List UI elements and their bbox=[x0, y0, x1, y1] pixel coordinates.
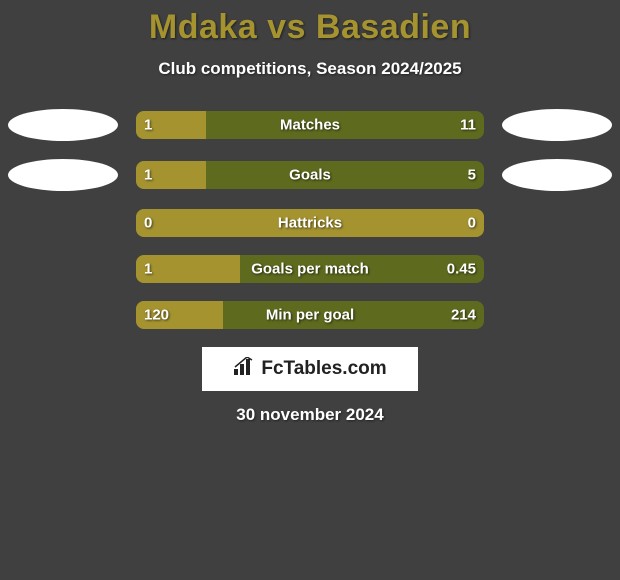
stat-bar: 1 Matches 11 bbox=[136, 111, 484, 139]
right-logo-oval bbox=[502, 109, 612, 141]
stat-rows: 1Matches111Goals50Hattricks01Goals per m… bbox=[0, 109, 620, 329]
stat-bar: 1 Goals per match 0.45 bbox=[136, 255, 484, 283]
stat-row: 0 Hattricks 0 bbox=[0, 209, 620, 237]
left-logo-oval bbox=[8, 109, 118, 141]
left-logo-oval bbox=[8, 159, 118, 191]
brand-box[interactable]: FcTables.com bbox=[202, 347, 418, 391]
comparison-container: Mdaka vs Basadien Club competitions, Sea… bbox=[0, 0, 620, 425]
stat-label: Goals bbox=[289, 167, 331, 184]
stat-row: 120 Min per goal 214 bbox=[0, 301, 620, 329]
bar-chart-icon bbox=[233, 357, 255, 382]
stat-label: Goals per match bbox=[251, 261, 369, 278]
stat-left-value: 120 bbox=[144, 307, 169, 324]
stat-row: 1 Goals 5 bbox=[0, 159, 620, 191]
stat-right-value: 214 bbox=[451, 307, 476, 324]
stat-right-value: 0.45 bbox=[447, 261, 476, 278]
stat-left-value: 0 bbox=[144, 215, 152, 232]
stat-row: 1 Goals per match 0.45 bbox=[0, 255, 620, 283]
stat-row: 1 Matches 11 bbox=[0, 109, 620, 141]
stat-right-value: 11 bbox=[460, 117, 476, 134]
stat-right-value: 0 bbox=[468, 215, 476, 232]
stat-label: Hattricks bbox=[278, 215, 342, 232]
stat-bar: 1 Goals 5 bbox=[136, 161, 484, 189]
page-subtitle: Club competitions, Season 2024/2025 bbox=[0, 59, 620, 79]
stat-label: Matches bbox=[280, 117, 340, 134]
data-date: 30 november 2024 bbox=[0, 405, 620, 425]
stat-label: Min per goal bbox=[266, 307, 354, 324]
page-title: Mdaka vs Basadien bbox=[0, 8, 620, 47]
stat-left-value: 1 bbox=[144, 167, 152, 184]
right-logo-oval bbox=[502, 159, 612, 191]
stat-bar: 0 Hattricks 0 bbox=[136, 209, 484, 237]
stat-right-value: 5 bbox=[468, 167, 476, 184]
stat-left-value: 1 bbox=[144, 117, 152, 134]
stat-left-value: 1 bbox=[144, 261, 152, 278]
stat-bar: 120 Min per goal 214 bbox=[136, 301, 484, 329]
brand-text: FcTables.com bbox=[261, 358, 386, 380]
